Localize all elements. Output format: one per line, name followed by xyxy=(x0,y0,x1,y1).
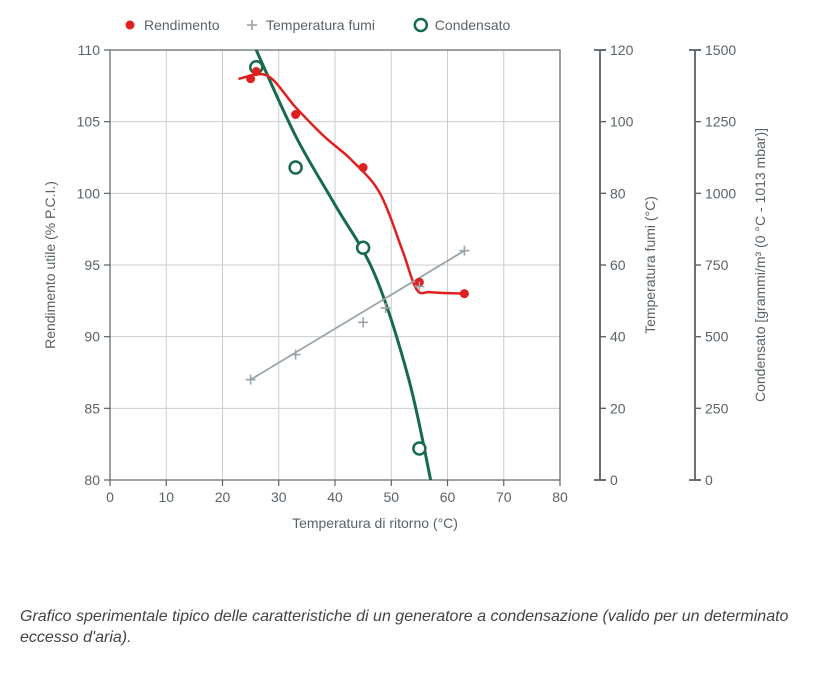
svg-text:85: 85 xyxy=(84,400,100,416)
svg-text:110: 110 xyxy=(78,42,101,58)
svg-text:Condensato: Condensato xyxy=(435,17,511,33)
svg-text:100: 100 xyxy=(77,185,101,201)
svg-text:250: 250 xyxy=(705,400,729,416)
svg-text:40: 40 xyxy=(610,329,626,345)
svg-text:Condensato [grammi/m³ (0 °C -: Condensato [grammi/m³ (0 °C - 1013 mbar)… xyxy=(752,128,768,402)
svg-text:105: 105 xyxy=(77,114,101,130)
svg-text:Rendimento utile (% P.C.I.): Rendimento utile (% P.C.I.) xyxy=(42,181,58,349)
svg-text:80: 80 xyxy=(84,472,100,488)
svg-text:Temperatura di ritorno (°C): Temperatura di ritorno (°C) xyxy=(292,515,458,531)
svg-text:750: 750 xyxy=(705,257,729,273)
svg-text:80: 80 xyxy=(552,489,568,505)
svg-text:95: 95 xyxy=(84,257,100,273)
svg-text:500: 500 xyxy=(705,329,729,345)
svg-text:90: 90 xyxy=(84,329,100,345)
svg-text:60: 60 xyxy=(440,489,456,505)
svg-text:20: 20 xyxy=(610,400,626,416)
svg-text:Temperatura fumi (°C): Temperatura fumi (°C) xyxy=(642,196,658,334)
svg-text:40: 40 xyxy=(327,489,343,505)
caption: Grafico sperimentale tipico delle caratt… xyxy=(20,607,814,649)
svg-text:10: 10 xyxy=(158,489,174,505)
svg-text:20: 20 xyxy=(215,489,231,505)
svg-text:Rendimento: Rendimento xyxy=(144,17,220,33)
svg-text:1250: 1250 xyxy=(705,114,736,130)
svg-text:Temperatura fumi: Temperatura fumi xyxy=(266,17,375,33)
condensing-chart: 0 10 20 30 40 50 60 70 80 Temperatura di ritorno … xyxy=(0,0,834,560)
svg-text:50: 50 xyxy=(383,489,399,505)
svg-text:0: 0 xyxy=(610,472,618,488)
svg-text:0: 0 xyxy=(106,489,114,505)
svg-text:100: 100 xyxy=(610,114,634,130)
svg-text:120: 120 xyxy=(610,42,634,58)
svg-text:30: 30 xyxy=(271,489,287,505)
svg-text:0: 0 xyxy=(705,472,713,488)
svg-text:1000: 1000 xyxy=(705,185,736,201)
svg-text:1500: 1500 xyxy=(705,42,736,58)
svg-text:60: 60 xyxy=(610,257,626,273)
svg-text:70: 70 xyxy=(496,489,512,505)
svg-text:80: 80 xyxy=(610,185,626,201)
